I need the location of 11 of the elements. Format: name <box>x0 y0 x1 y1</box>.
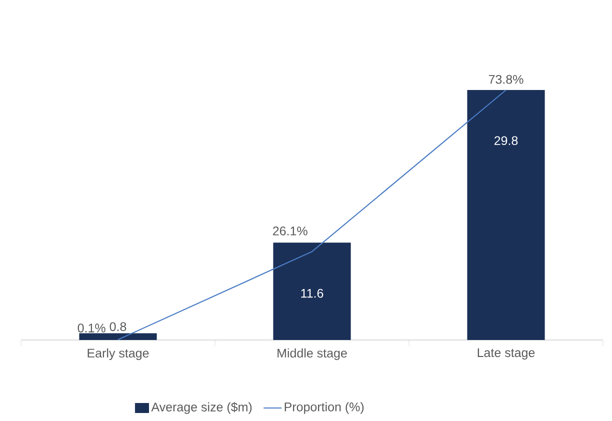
data-label: 29.8 <box>494 136 518 146</box>
x-tick-label: Late stage <box>478 348 535 360</box>
data-label: 26.1% <box>272 226 308 236</box>
data-label: 0.8 <box>110 322 126 332</box>
x-tick-label: Early stage <box>88 348 149 360</box>
legend-label: Average size ($m) <box>151 402 252 414</box>
data-label: 0.1% <box>78 324 106 332</box>
x-tick-label: Middle stage <box>278 348 347 360</box>
data-label: 11.6 <box>301 288 324 298</box>
data-label: 73.8% <box>488 74 524 84</box>
legend-label: Proportion (%) <box>284 402 364 414</box>
